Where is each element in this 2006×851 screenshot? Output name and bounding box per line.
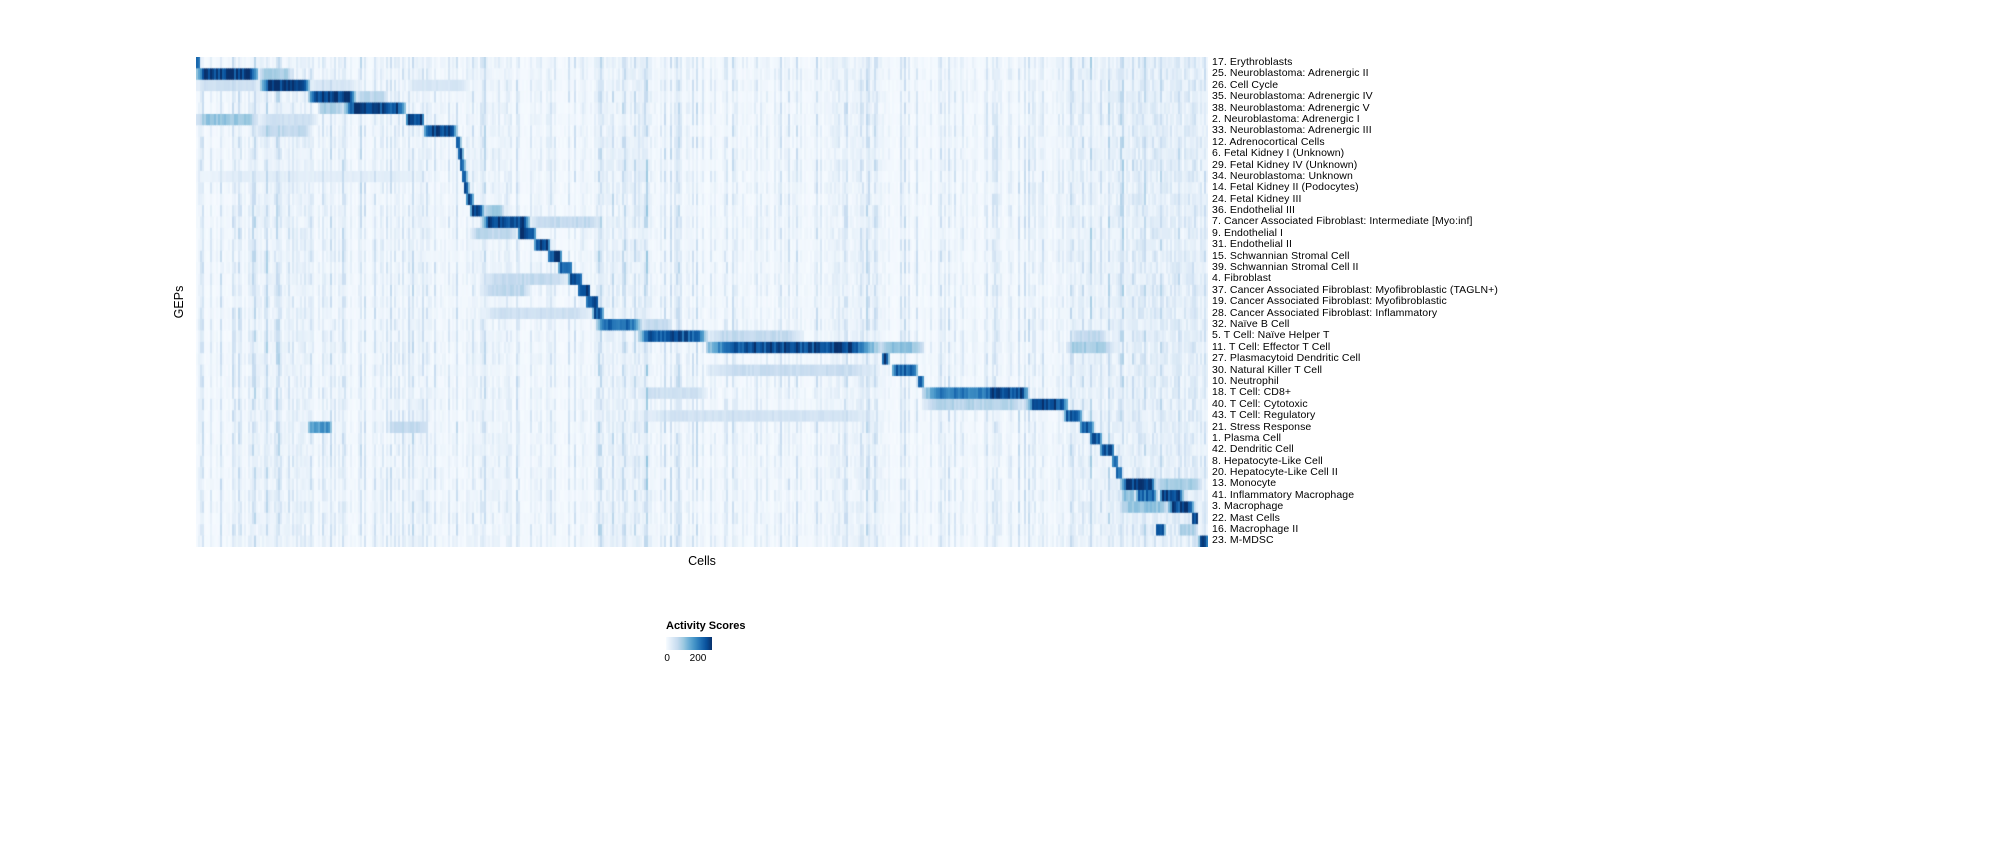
row-label: 35. Neuroblastoma: Adrenergic IV [1212, 90, 1373, 103]
row-label: 7. Cancer Associated Fibroblast: Interme… [1212, 215, 1473, 228]
row-label: 17. Erythroblasts [1212, 56, 1293, 68]
row-label: 6. Fetal Kidney I (Unknown) [1212, 147, 1345, 160]
legend-tick-max: 200 [689, 653, 707, 664]
row-label: 34. Neuroblastoma: Unknown [1212, 169, 1353, 182]
row-label: 2. Neuroblastoma: Adrenergic I [1212, 112, 1360, 125]
row-label: 38. Neuroblastoma: Adrenergic V [1212, 101, 1370, 114]
row-label: 11. T Cell: Effector T Cell [1212, 340, 1331, 353]
row-label: 13. Monocyte [1212, 477, 1277, 490]
row-label: 24. Fetal Kidney III [1212, 192, 1302, 205]
row-label: 3. Macrophage [1212, 500, 1284, 513]
row-label: 36. Endothelial III [1212, 204, 1296, 217]
row-label: 41. Inflammatory Macrophage [1212, 488, 1355, 501]
row-label: 22. Mast Cells [1212, 511, 1280, 524]
row-label: 33. Neuroblastoma: Adrenergic III [1212, 124, 1372, 137]
row-label: 32. Naïve B Cell [1212, 317, 1290, 330]
row-label: 30. Natural Killer T Cell [1212, 363, 1323, 376]
row-label: 40. T Cell: Cytotoxic [1212, 397, 1308, 410]
row-label: 39. Schwannian Stromal Cell II [1212, 261, 1359, 274]
row-label: 4. Fibroblast [1212, 272, 1272, 285]
legend-gradient-bar [666, 637, 712, 650]
row-label: 12. Adrenocortical Cells [1212, 135, 1325, 148]
row-label: 43. T Cell: Regulatory [1212, 409, 1316, 422]
row-label: 31. Endothelial II [1212, 238, 1293, 251]
row-label: 16. Macrophage II [1212, 523, 1299, 536]
row-label: 23. M-MDSC [1212, 534, 1274, 547]
x-axis-label: Cells [688, 554, 716, 568]
row-label: 42. Dendritic Cell [1212, 443, 1294, 456]
row-label: 15. Schwannian Stromal Cell [1212, 249, 1350, 262]
row-label: 9. Endothelial I [1212, 226, 1284, 239]
row-label: 18. T Cell: CD8+ [1212, 386, 1292, 399]
row-label: 26. Cell Cycle [1212, 78, 1279, 91]
row-label: 28. Cancer Associated Fibroblast: Inflam… [1212, 306, 1438, 319]
row-label: 8. Hepatocyte-Like Cell [1212, 454, 1323, 467]
row-label: 21. Stress Response [1212, 420, 1312, 433]
row-label: 37. Cancer Associated Fibroblast: Myofib… [1212, 283, 1499, 296]
y-axis-label: GEPs [172, 285, 186, 319]
legend-title: Activity Scores [666, 620, 746, 632]
legend: Activity Scores 0 200 [664, 620, 806, 666]
heatmap-canvas [196, 57, 1208, 547]
row-label: 1. Plasma Cell [1212, 431, 1282, 444]
row-label: 19. Cancer Associated Fibroblast: Myofib… [1212, 295, 1447, 308]
row-label: 10. Neutrophil [1212, 374, 1279, 387]
row-label: 29. Fetal Kidney IV (Unknown) [1212, 158, 1358, 171]
row-label: 25. Neuroblastoma: Adrenergic II [1212, 67, 1369, 80]
legend-tick-min: 0 [664, 653, 670, 664]
row-label: 14. Fetal Kidney II (Podocytes) [1212, 181, 1359, 194]
row-label: 5. T Cell: Naïve Helper T [1212, 329, 1330, 342]
row-label: 20. Hepatocyte-Like Cell II [1212, 466, 1338, 479]
row-labels: 17. Erythroblasts 25. Neuroblastoma: Adre… [1212, 56, 1499, 547]
row-label: 27. Plasmacytoid Dendritic Cell [1212, 352, 1361, 365]
legend-ticks: 0 200 [664, 653, 806, 666]
